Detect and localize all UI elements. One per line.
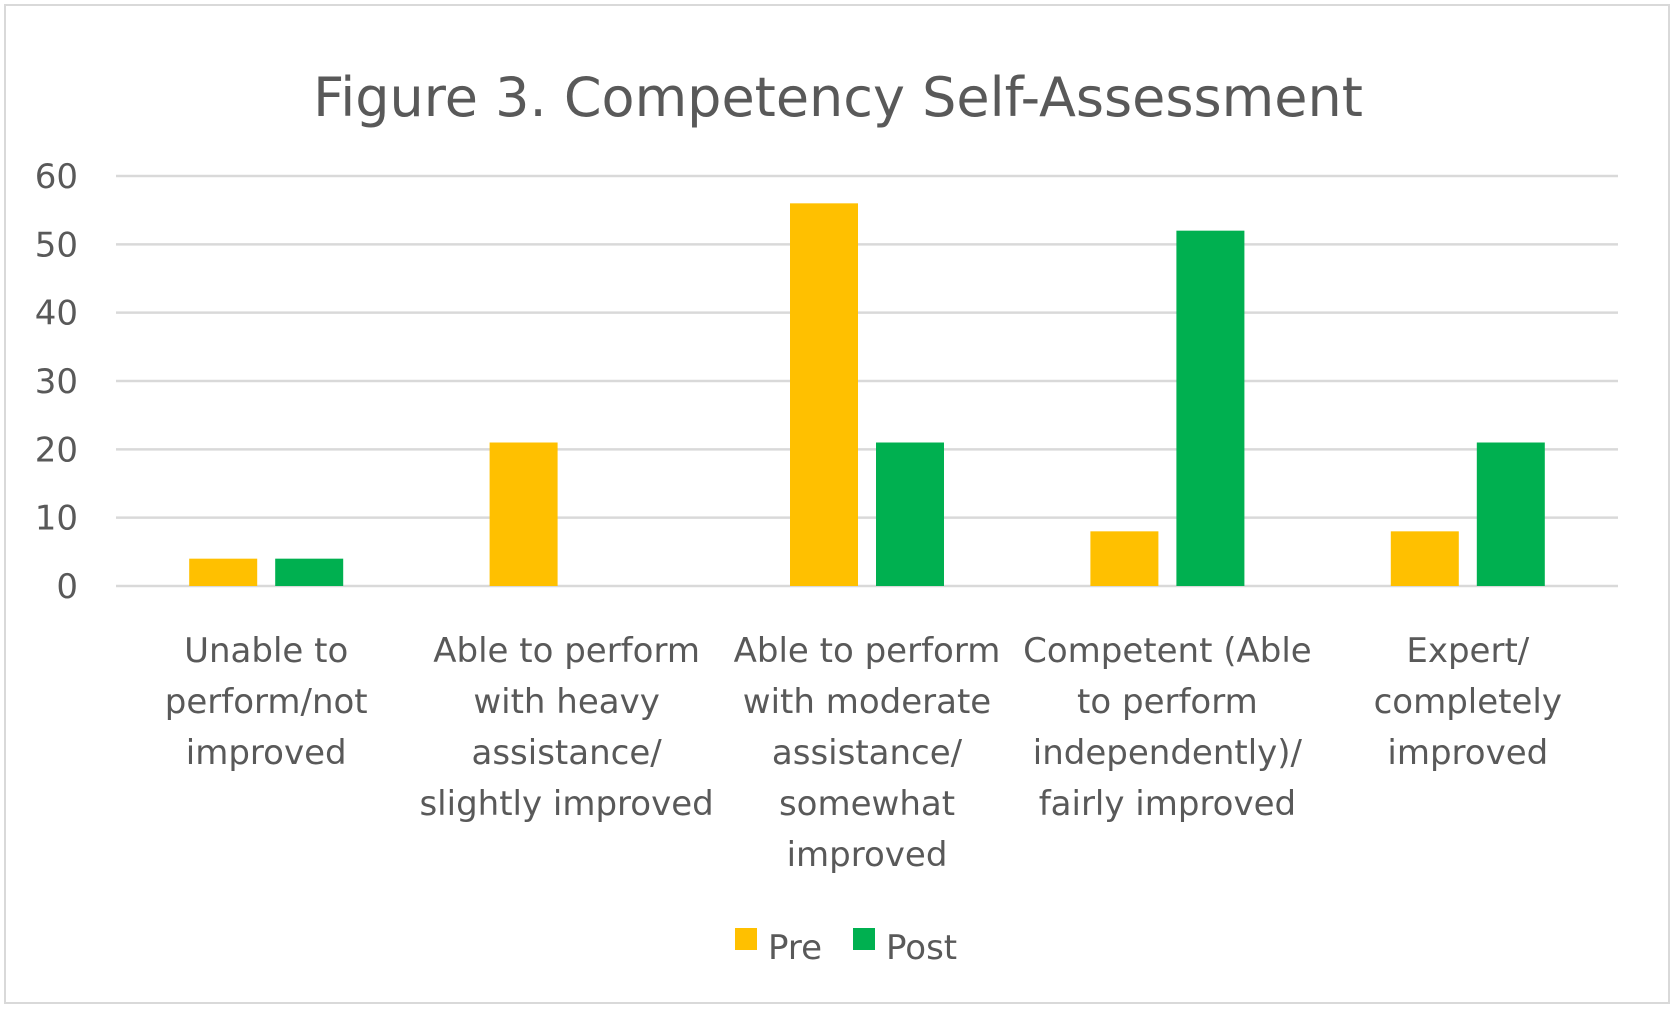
y-tick-label: 60 bbox=[35, 157, 78, 197]
x-category-label: Competent (Able to perform independently)/… bbox=[1023, 631, 1312, 824]
x-category-label-line: assistance/ bbox=[471, 733, 662, 773]
y-tick-label: 50 bbox=[35, 225, 78, 265]
x-category-label: Able to perform with heavy assistance/slig… bbox=[419, 631, 713, 824]
y-tick-label: 0 bbox=[56, 567, 78, 607]
x-category-label-line: Able to perform bbox=[433, 631, 700, 671]
y-tick-label: 20 bbox=[35, 430, 78, 470]
legend-swatch-post bbox=[853, 928, 875, 950]
x-category-label-line: improved bbox=[1387, 733, 1548, 773]
legend-swatch-pre bbox=[735, 928, 757, 950]
x-category-label: Able to perform with moderate assistance/s… bbox=[734, 631, 1001, 875]
bar-pre-0 bbox=[189, 558, 258, 586]
bar-post-4 bbox=[1476, 442, 1545, 586]
legend-label-pre: Pre bbox=[768, 928, 822, 968]
x-category-label-line: slightly improved bbox=[419, 784, 713, 824]
x-category-label-line: assistance/ bbox=[772, 733, 963, 773]
x-category-label-line: Unable to bbox=[184, 631, 348, 671]
bar-pre-3 bbox=[1090, 531, 1159, 586]
y-tick-label: 40 bbox=[35, 294, 78, 334]
bar-post-0 bbox=[275, 558, 344, 586]
bar-pre-1 bbox=[489, 442, 558, 586]
y-tick-label: 10 bbox=[35, 499, 78, 539]
y-tick-label: 30 bbox=[35, 362, 78, 402]
x-category-label-line: with heavy bbox=[473, 682, 660, 722]
y-axis-ticks: 0 10 20 30 40 50 60 bbox=[35, 157, 78, 607]
legend: Pre Post bbox=[735, 928, 957, 968]
bar-post-3 bbox=[1176, 230, 1245, 586]
bar-pre-4 bbox=[1390, 531, 1459, 586]
legend-label-post: Post bbox=[886, 928, 957, 968]
x-category-label-line: Able to perform bbox=[734, 631, 1001, 671]
x-category-label-line: improved bbox=[787, 835, 948, 875]
x-category-label-line: improved bbox=[186, 733, 347, 773]
bar-pre-2 bbox=[790, 203, 858, 587]
x-category-label-line: Expert/ bbox=[1406, 631, 1529, 671]
x-category-label: Expert/completely improved bbox=[1374, 631, 1562, 773]
x-category-label-line: fairly improved bbox=[1039, 784, 1296, 824]
x-category-label-line: Competent (Able bbox=[1023, 631, 1312, 671]
bar-post-2 bbox=[876, 442, 944, 586]
x-category-label: Unable to perform/not improved bbox=[165, 631, 368, 773]
x-category-label-line: to perform bbox=[1077, 682, 1258, 722]
x-category-label-line: perform/not bbox=[165, 682, 368, 722]
x-category-label-line: with moderate bbox=[743, 682, 991, 722]
chart-title: Figure 3. Competency Self-Assessment bbox=[313, 66, 1363, 129]
x-category-label-line: somewhat bbox=[779, 784, 955, 824]
bars bbox=[189, 203, 1545, 587]
x-category-label-line: completely bbox=[1374, 682, 1562, 722]
x-category-label-line: independently)/ bbox=[1033, 733, 1303, 773]
gridlines bbox=[116, 174, 1618, 588]
